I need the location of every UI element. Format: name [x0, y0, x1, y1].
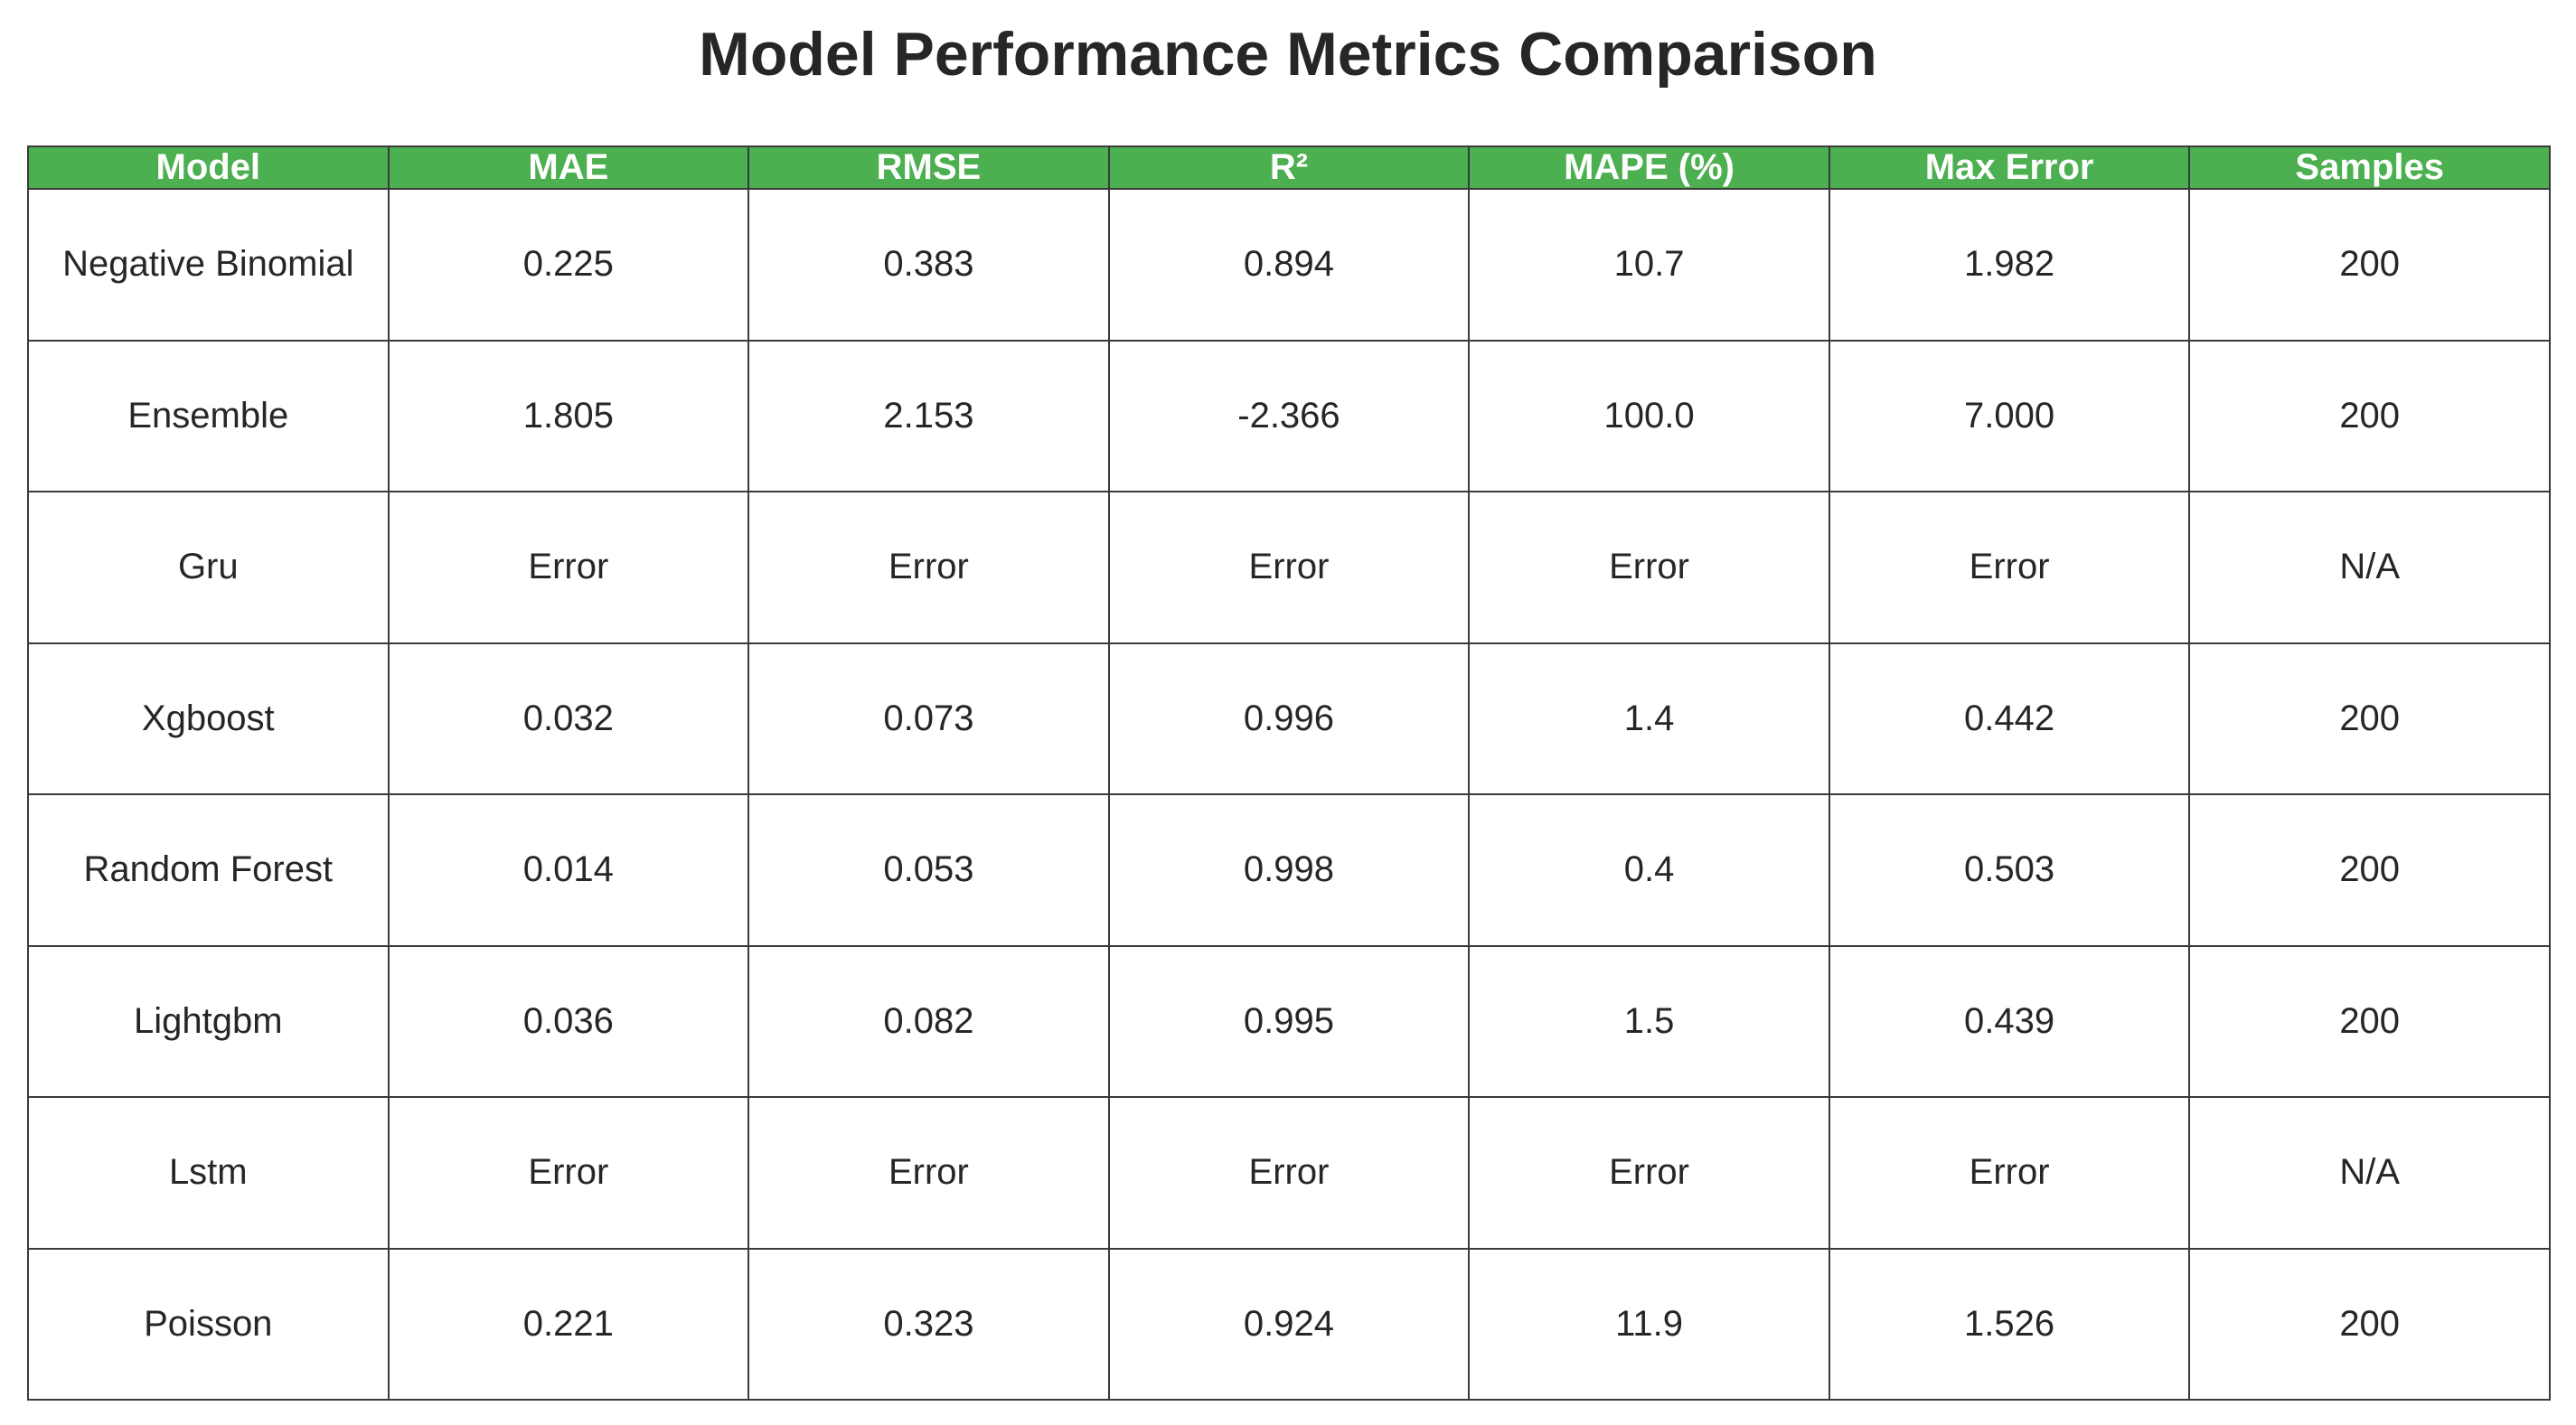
- cell-rmse: Error: [747, 1096, 1110, 1250]
- cell-samples: 200: [2188, 793, 2551, 947]
- cell-model: Lstm: [27, 1096, 390, 1250]
- cell-mape: 10.7: [1468, 188, 1830, 342]
- column-header-mae: MAE: [387, 145, 750, 190]
- cell-mae: 1.805: [387, 339, 750, 492]
- cell-max-error: 0.503: [1828, 793, 2191, 947]
- header-row: Model MAE RMSE R² MAPE (%) Max Error Sam…: [27, 145, 2551, 190]
- cell-model: Random Forest: [27, 793, 390, 947]
- cell-mae: 0.221: [387, 1247, 750, 1401]
- table-row: Random Forest 0.014 0.053 0.998 0.4 0.503 200: [27, 793, 2551, 947]
- cell-r2: 0.995: [1107, 944, 1471, 1098]
- cell-mae: 0.036: [387, 944, 750, 1098]
- cell-r2: 0.894: [1107, 188, 1471, 342]
- column-header-rmse: RMSE: [747, 145, 1110, 190]
- cell-mape: 11.9: [1468, 1247, 1830, 1401]
- cell-mape: 0.4: [1468, 793, 1830, 947]
- cell-mae: 0.225: [387, 188, 750, 342]
- cell-samples: 200: [2188, 339, 2551, 492]
- column-header-samples: Samples: [2188, 145, 2551, 190]
- cell-mape: Error: [1468, 1096, 1830, 1250]
- table-row: Xgboost 0.032 0.073 0.996 1.4 0.442 200: [27, 642, 2551, 795]
- cell-rmse: 0.383: [747, 188, 1110, 342]
- cell-rmse: 0.073: [747, 642, 1110, 795]
- table-row: Lightgbm 0.036 0.082 0.995 1.5 0.439 200: [27, 944, 2551, 1098]
- metrics-table: Model MAE RMSE R² MAPE (%) Max Error Sam…: [27, 145, 2551, 1401]
- cell-mape: Error: [1468, 491, 1830, 644]
- cell-samples: 200: [2188, 642, 2551, 795]
- table-row: Lstm Error Error Error Error Error N/A: [27, 1096, 2551, 1250]
- cell-model: Xgboost: [27, 642, 390, 795]
- cell-mae: 0.014: [387, 793, 750, 947]
- cell-model: Ensemble: [27, 339, 390, 492]
- table-row: Negative Binomial 0.225 0.383 0.894 10.7 1.98…: [27, 188, 2551, 342]
- cell-mae: 0.032: [387, 642, 750, 795]
- cell-mape: 1.4: [1468, 642, 1830, 795]
- cell-max-error: 1.982: [1828, 188, 2191, 342]
- cell-max-error: Error: [1828, 491, 2191, 644]
- cell-max-error: 0.442: [1828, 642, 2191, 795]
- cell-samples: 200: [2188, 1247, 2551, 1401]
- cell-max-error: 0.439: [1828, 944, 2191, 1098]
- cell-rmse: 2.153: [747, 339, 1110, 492]
- cell-max-error: 7.000: [1828, 339, 2191, 492]
- cell-rmse: 0.323: [747, 1247, 1110, 1401]
- table-row: Poisson 0.221 0.323 0.924 11.9 1.526 200: [27, 1247, 2551, 1401]
- cell-model: Lightgbm: [27, 944, 390, 1098]
- cell-r2: 0.924: [1107, 1247, 1471, 1401]
- cell-mape: 1.5: [1468, 944, 1830, 1098]
- cell-r2: 0.998: [1107, 793, 1471, 947]
- cell-samples: N/A: [2188, 491, 2551, 644]
- cell-mae: Error: [387, 1096, 750, 1250]
- chart-title: Model Performance Metrics Comparison: [699, 20, 1877, 89]
- cell-rmse: Error: [747, 491, 1110, 644]
- cell-max-error: 1.526: [1828, 1247, 2191, 1401]
- cell-samples: 200: [2188, 188, 2551, 342]
- cell-samples: 200: [2188, 944, 2551, 1098]
- cell-r2: -2.366: [1107, 339, 1471, 492]
- column-header-r2: R²: [1107, 145, 1471, 190]
- cell-samples: N/A: [2188, 1096, 2551, 1250]
- table-row: Ensemble 1.805 2.153 -2.366 100.0 7.000 200: [27, 339, 2551, 492]
- cell-rmse: 0.082: [747, 944, 1110, 1098]
- cell-r2: Error: [1107, 1096, 1471, 1250]
- cell-mape: 100.0: [1468, 339, 1830, 492]
- cell-model: Poisson: [27, 1247, 390, 1401]
- cell-rmse: 0.053: [747, 793, 1110, 947]
- column-header-model: Model: [27, 145, 390, 190]
- column-header-mape: MAPE (%): [1468, 145, 1830, 190]
- cell-model: Gru: [27, 491, 390, 644]
- cell-r2: Error: [1107, 491, 1471, 644]
- column-header-max-error: Max Error: [1828, 145, 2191, 190]
- cell-model: Negative Binomial: [27, 188, 390, 342]
- table-row: Gru Error Error Error Error Error N/A: [27, 491, 2551, 644]
- cell-mae: Error: [387, 491, 750, 644]
- cell-max-error: Error: [1828, 1096, 2191, 1250]
- table-body: Negative Binomial 0.225 0.383 0.894 10.7 1.98…: [27, 188, 2551, 1401]
- cell-r2: 0.996: [1107, 642, 1471, 795]
